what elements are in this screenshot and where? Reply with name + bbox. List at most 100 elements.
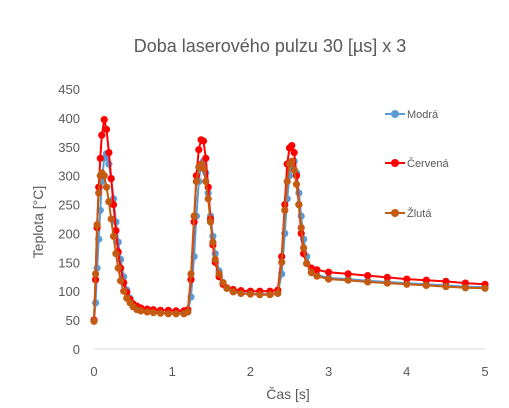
- data-point: [215, 270, 223, 278]
- data-point: [219, 279, 227, 287]
- data-point: [209, 238, 217, 246]
- data-point: [461, 284, 469, 292]
- legend-item: Červená: [385, 157, 449, 170]
- data-point: [278, 258, 286, 266]
- data-point: [364, 278, 372, 286]
- data-point: [202, 177, 210, 185]
- data-point: [102, 183, 111, 191]
- data-point: [102, 125, 111, 133]
- data-point: [364, 272, 372, 280]
- data-point: [283, 177, 291, 185]
- y-axis-label: Teplota [°C]: [30, 186, 46, 259]
- y-tick-label: 450: [58, 82, 80, 97]
- data-point: [288, 157, 296, 165]
- data-point: [290, 166, 298, 174]
- x-axis-label: Čas [s]: [266, 386, 310, 402]
- data-point: [172, 310, 180, 318]
- data-point: [266, 291, 274, 299]
- data-point: [95, 189, 103, 197]
- data-point: [422, 276, 430, 284]
- y-tick-label: 50: [66, 313, 80, 328]
- legend-marker: [391, 159, 399, 167]
- y-tick-label: 150: [58, 255, 80, 270]
- legend-marker: [391, 209, 399, 217]
- data-point: [107, 175, 115, 183]
- data-point: [149, 309, 157, 317]
- data-point: [120, 287, 128, 295]
- axes: 0 50 100 150 200 250 300 350 400 450 0 1 2 3 4 5: [58, 82, 488, 379]
- data-point: [256, 291, 264, 299]
- data-point: [274, 289, 282, 298]
- data-point: [442, 283, 450, 291]
- data-point: [90, 317, 98, 325]
- series-layer: [90, 116, 489, 325]
- data-point: [292, 180, 301, 188]
- data-point: [223, 284, 231, 292]
- data-point: [156, 309, 165, 317]
- data-point: [93, 221, 101, 229]
- data-point: [288, 142, 296, 150]
- data-point: [202, 154, 210, 162]
- data-point: [313, 266, 321, 274]
- y-tick-label: 0: [73, 342, 80, 357]
- data-point: [164, 310, 172, 318]
- data-point: [229, 288, 237, 296]
- y-tick-label: 100: [58, 284, 80, 299]
- y-tick-label: 350: [58, 140, 80, 155]
- data-point: [403, 275, 411, 283]
- y-tick-label: 400: [58, 111, 80, 126]
- data-point: [383, 279, 391, 287]
- data-point: [325, 275, 333, 283]
- data-point: [403, 280, 411, 288]
- data-point: [107, 215, 115, 223]
- data-point: [383, 273, 391, 281]
- y-tick-label: 300: [58, 169, 80, 184]
- data-point: [192, 177, 200, 185]
- data-point: [195, 146, 203, 154]
- data-point: [143, 308, 151, 316]
- data-point: [344, 270, 352, 278]
- data-point: [96, 154, 104, 162]
- data-point: [211, 255, 219, 263]
- series-3: [90, 157, 489, 325]
- data-point: [199, 165, 208, 173]
- data-point: [246, 290, 254, 298]
- data-point: [303, 259, 311, 268]
- data-point: [325, 268, 333, 276]
- data-point: [105, 198, 113, 206]
- x-tick-label: 1: [169, 364, 176, 379]
- data-point: [199, 137, 208, 145]
- legend: Modrá Červená Žlutá: [385, 109, 449, 220]
- data-point: [344, 276, 352, 284]
- legend-label: Červená: [407, 157, 449, 170]
- data-point: [206, 218, 215, 226]
- data-point: [92, 270, 100, 278]
- data-point: [117, 277, 125, 285]
- x-tick-label: 0: [90, 364, 97, 379]
- x-tick-label: 4: [403, 364, 410, 379]
- legend-label: Modrá: [407, 109, 439, 121]
- chart-title: Doba laserového pulzu 30 [µs] x 3: [134, 36, 407, 56]
- data-point: [100, 116, 108, 124]
- data-point: [295, 201, 303, 209]
- data-point: [481, 284, 489, 292]
- data-point: [281, 206, 289, 214]
- data-point: [109, 232, 118, 240]
- data-point: [184, 308, 192, 316]
- data-point: [137, 307, 145, 315]
- data-point: [98, 131, 106, 139]
- x-tick-label: 5: [481, 364, 488, 379]
- data-point: [300, 244, 308, 252]
- data-point: [290, 149, 298, 157]
- y-axis-label-group: Teplota [°C]: [30, 186, 46, 259]
- data-point: [297, 224, 305, 232]
- data-point: [187, 270, 195, 278]
- data-point: [112, 227, 120, 235]
- data-point: [100, 172, 108, 180]
- legend-item: Modrá: [385, 109, 439, 121]
- data-point: [190, 212, 198, 220]
- data-point: [422, 281, 430, 289]
